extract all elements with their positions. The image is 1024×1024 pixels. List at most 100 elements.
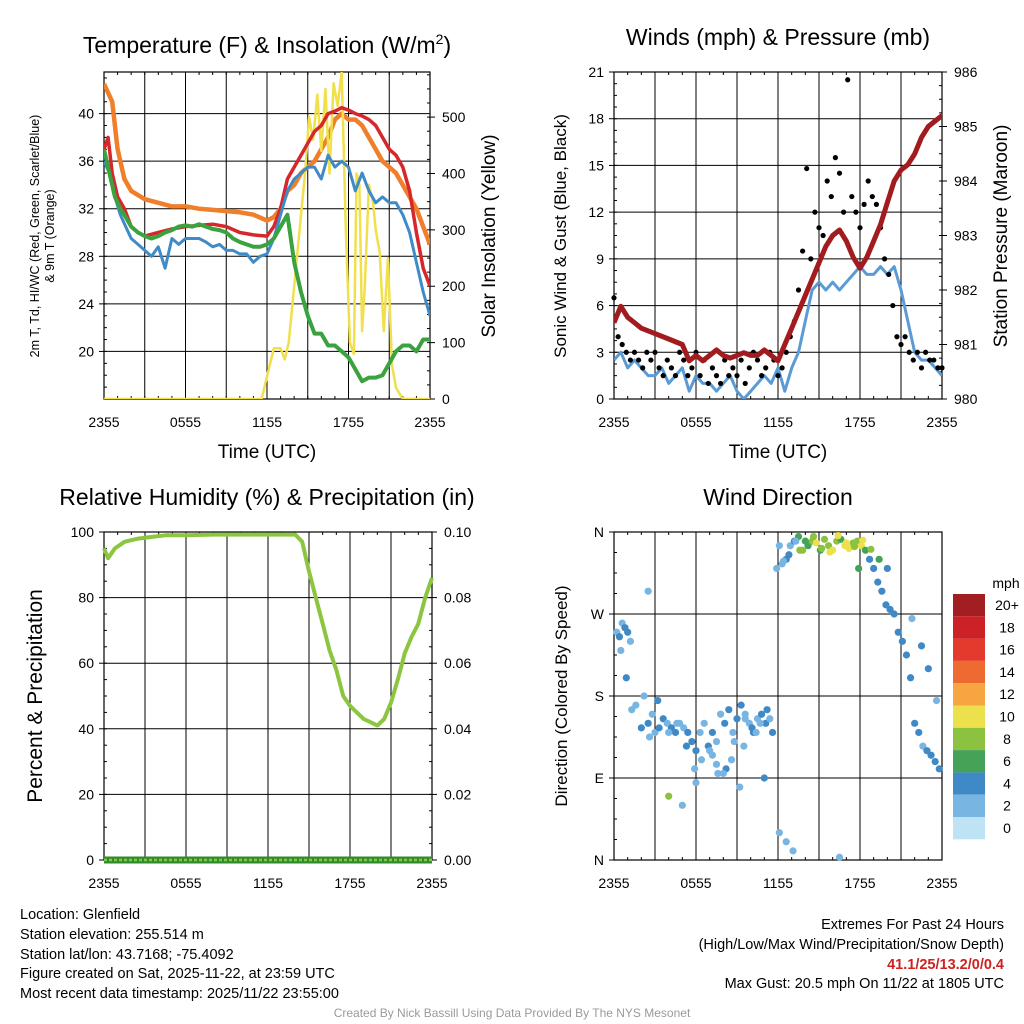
wind-gust-point <box>754 357 761 363</box>
dir-point <box>655 724 663 732</box>
wind-y2tick-label: 980 <box>954 391 978 407</box>
wind-gust-point <box>718 380 724 387</box>
wind-gust-point <box>832 155 839 161</box>
dir-point <box>692 778 700 787</box>
station-elevation: Station elevation: 255.514 m <box>20 926 204 943</box>
station-info: Location: Glenfield Station elevation: 2… <box>20 906 339 1005</box>
rh-y2tick-label: 0.08 <box>444 590 471 606</box>
dir-point <box>924 665 932 673</box>
rh-xtick-label: 1755 <box>334 875 365 891</box>
wind-ytick-label: 6 <box>596 298 604 314</box>
temp-y2tick-label: 500 <box>442 109 466 125</box>
rh-xtick-label: 0555 <box>170 875 201 891</box>
rh-series-humidity <box>102 532 434 728</box>
dir-point <box>671 728 680 737</box>
dir-point <box>917 642 926 650</box>
temp-ytick-label: 32 <box>78 201 94 217</box>
wind-gust-point <box>873 201 880 207</box>
wind-gust-point <box>644 349 650 355</box>
dir-point <box>700 719 708 727</box>
temp-ylabel-line: 2m T, Td, HI/WC (Red, Green, Scarlet/Blu… <box>28 115 42 358</box>
wind-gust-point <box>677 349 683 355</box>
wind-gust-point <box>898 341 904 348</box>
legend-swatch <box>953 616 985 639</box>
legend-swatch <box>953 660 985 684</box>
wind-ytick-label: 0 <box>596 391 604 407</box>
wind-gust-point <box>795 287 802 293</box>
dir-xtick-label: 0555 <box>680 875 711 891</box>
legend-swatch <box>953 638 985 661</box>
dir-point <box>789 847 797 855</box>
dir-point <box>809 532 818 541</box>
dir-point <box>665 728 673 737</box>
wind-gust-point <box>664 357 670 363</box>
dir-point <box>763 706 771 714</box>
wind-gust-point <box>779 365 785 371</box>
wind-gust-point <box>656 365 662 371</box>
dir-point <box>665 792 673 800</box>
dir-point <box>730 737 738 746</box>
legend-swatch <box>953 750 985 773</box>
dir-panel: 2355 0555 1155 1755 2355 N E S W N <box>591 524 958 891</box>
temp-ylabel-line: & 9m T (Orange) <box>43 189 57 282</box>
rh-y2tick-label: 0.06 <box>444 655 471 671</box>
dir-point <box>760 774 768 782</box>
legend-label: 20+ <box>995 597 1019 613</box>
wind-gust-point <box>812 209 818 215</box>
dir-point <box>867 545 875 553</box>
dir-point <box>691 765 699 773</box>
dir-point <box>931 758 939 766</box>
extremes-title: Extremes For Past 24 Hours <box>821 917 1004 933</box>
dir-point <box>801 537 809 545</box>
legend-label: 18 <box>999 619 1015 635</box>
dir-point <box>792 537 800 545</box>
rh-ytick-label: 0 <box>86 852 94 868</box>
extremes-values: 41.1/25/13.2/0/0.4 <box>887 956 1004 973</box>
wind-gust-point <box>849 193 855 200</box>
wind-y2tick-label: 984 <box>954 173 978 189</box>
dir-point <box>708 728 717 737</box>
temp-panel: 2355 0555 1155 1755 235520242832364001002003… <box>78 71 466 430</box>
temp-series-hi-wc <box>104 153 430 317</box>
temp-y2tick-label: 300 <box>442 222 466 238</box>
wind-gust-point <box>894 334 900 340</box>
temp-frame <box>103 71 431 400</box>
dir-point <box>775 829 783 837</box>
wind-gust-point <box>890 302 896 309</box>
wind-y2tick-label: 982 <box>954 282 978 298</box>
dir-point <box>717 710 725 718</box>
temp-title: Temperature (F) & Insolation (W/m2) <box>83 31 451 58</box>
legend-label: 2 <box>1003 798 1011 814</box>
credit-line: Created By Nick Bassill Using Data Provi… <box>333 1006 691 1020</box>
dir-point <box>736 783 744 791</box>
wind-gust-point <box>886 271 892 278</box>
temp-title-end: ) <box>443 32 451 58</box>
wind-ytick-label: 12 <box>588 204 604 220</box>
dir-point <box>654 696 662 705</box>
wind-gust-point <box>836 170 843 176</box>
dir-point <box>883 564 891 573</box>
dir-point <box>617 646 625 655</box>
dir-point <box>725 706 733 714</box>
extremes-subtitle: (High/Low/Max Wind/Precipitation/Snow De… <box>698 936 1004 953</box>
wind-gust-point <box>910 357 916 363</box>
dir-point <box>714 769 722 778</box>
temp-xtick-label: 1155 <box>252 414 282 430</box>
rh-xtick-label: 1155 <box>253 875 283 891</box>
legend-title: mph <box>992 575 1019 591</box>
wind-ytick-label: 21 <box>588 64 604 80</box>
dir-point <box>684 728 692 737</box>
wind-gust-point <box>841 209 847 215</box>
dir-point <box>906 674 915 682</box>
dir-point <box>894 628 902 636</box>
temp-xtick-label: 0555 <box>170 414 201 430</box>
rh-panel: 2355 0555 1155 1755 2355 0 20 40 60 80 100 0.00 0.02… <box>71 524 472 891</box>
dir-point <box>758 710 766 718</box>
temp-xtick-label: 2355 <box>414 414 445 430</box>
station-latlon: Station lat/lon: 43.7168; -75.4092 <box>20 946 234 963</box>
wind-y2tick-label: 983 <box>954 228 978 244</box>
rh-ytick-label: 20 <box>78 786 94 802</box>
dir-point <box>768 728 777 737</box>
wind-gust-point <box>918 365 925 371</box>
dir-point <box>785 551 793 559</box>
